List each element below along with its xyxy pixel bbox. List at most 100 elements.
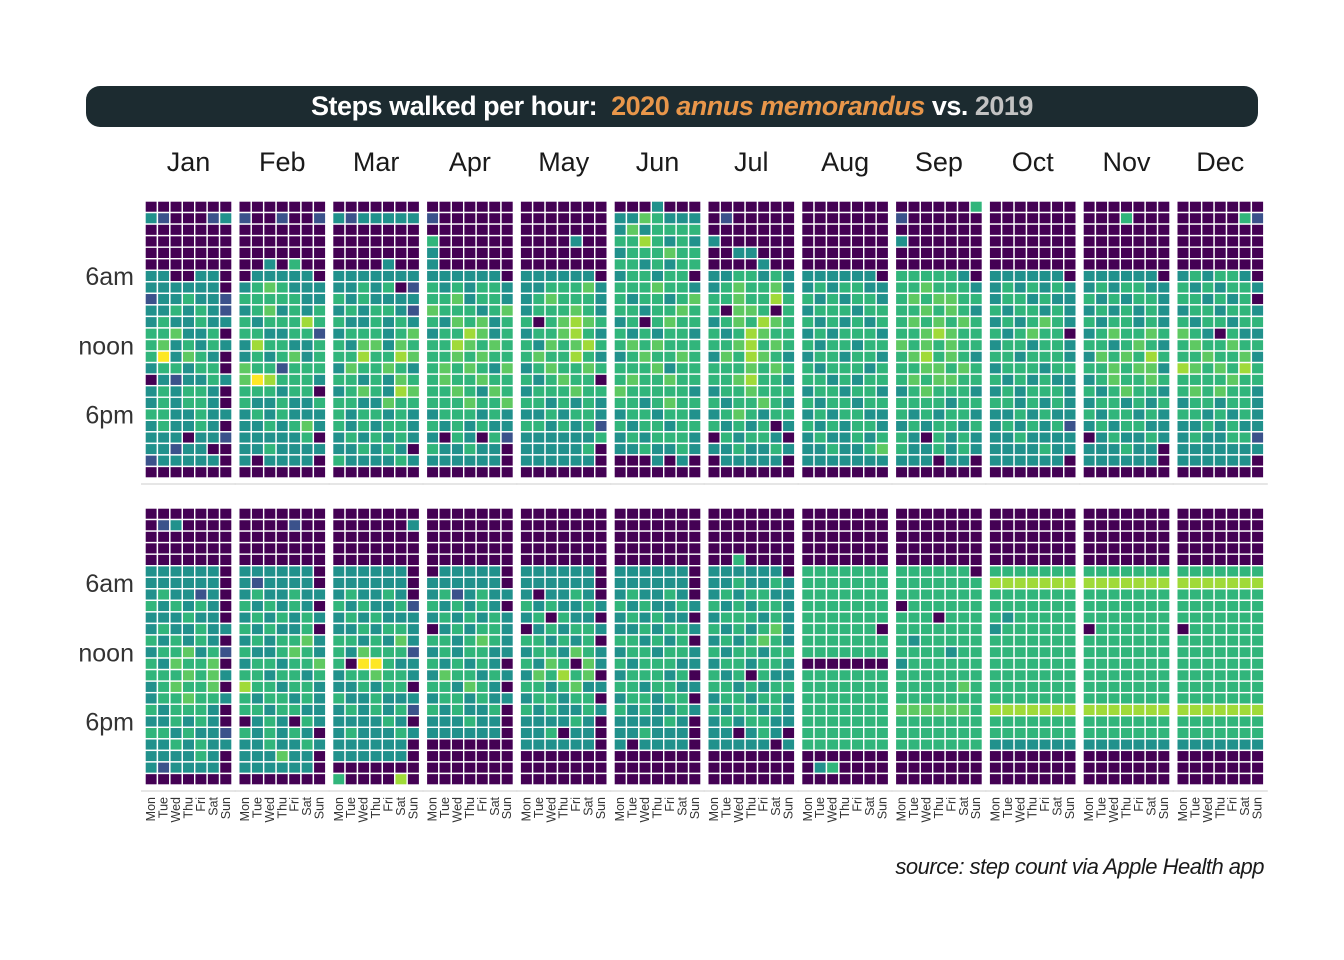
heat-cell [1025, 234, 1040, 248]
heat-cell [1107, 211, 1121, 225]
heat-cell [907, 200, 921, 214]
heat-cell [650, 361, 665, 375]
heat-cell [675, 518, 690, 532]
heat-cell [907, 518, 921, 532]
heat-cell [756, 576, 771, 590]
heat-cell [262, 772, 277, 786]
heat-cell [250, 668, 265, 682]
heat-cell [1000, 234, 1015, 248]
heat-cell [425, 668, 440, 682]
heat-cell [707, 588, 721, 602]
heat-cell [1188, 361, 1203, 375]
heat-cell [238, 246, 252, 260]
heat-cell [1094, 442, 1109, 456]
heat-cell [919, 715, 934, 728]
heat-cell [156, 599, 171, 613]
heat-cell [544, 507, 559, 521]
heat-cell [519, 338, 534, 352]
heat-cell [1213, 611, 1228, 625]
heat-cell [1038, 507, 1053, 521]
heat-cell [838, 761, 853, 775]
heat-cell [825, 454, 840, 468]
heat-cell [1025, 726, 1040, 740]
heat-cell [1225, 611, 1240, 625]
heat-cell [369, 634, 384, 648]
heat-cell [169, 442, 183, 456]
heat-cell [1082, 258, 1097, 271]
heat-cell [438, 442, 452, 456]
heat-cell [825, 361, 840, 375]
heat-cell [287, 738, 302, 752]
heat-cell [707, 454, 721, 468]
heat-cell [569, 373, 584, 387]
heat-cell [331, 507, 346, 521]
heat-cell [1038, 327, 1053, 341]
heat-cell [1094, 726, 1109, 740]
heat-cell [675, 553, 690, 567]
heat-cell [863, 761, 877, 775]
heat-cell [250, 553, 265, 567]
heat-cell [544, 442, 559, 456]
heat-cell [838, 350, 853, 364]
heat-cell [625, 761, 640, 775]
heat-cell [1188, 518, 1203, 532]
heat-cell [1000, 657, 1015, 671]
heat-cell [1119, 223, 1134, 237]
heat-cell [907, 350, 921, 364]
heat-cell [675, 373, 690, 387]
heat-cell [863, 246, 877, 260]
heat-cell [169, 304, 183, 318]
heat-cell [556, 507, 571, 521]
heat-cell [450, 442, 465, 456]
heat-cell [206, 599, 221, 613]
heat-cell [450, 269, 465, 283]
heat-cell [756, 396, 771, 410]
heat-cell [331, 246, 346, 260]
heat-cell [1156, 384, 1171, 398]
heat-cell [781, 691, 796, 705]
heat-cell [638, 269, 652, 283]
heat-cell [1250, 234, 1265, 248]
heat-cell [156, 645, 171, 659]
heat-cell [800, 281, 815, 295]
heat-cell [1144, 634, 1159, 648]
heat-cell [719, 234, 734, 248]
heat-cell [1238, 611, 1253, 625]
heat-cell [800, 292, 815, 306]
heat-cell [519, 611, 534, 625]
heat-cell [719, 281, 734, 295]
heat-cell [475, 749, 490, 763]
heat-cell [275, 507, 290, 521]
heat-cell [344, 588, 359, 602]
heat-cell [369, 576, 384, 590]
heat-cell [1107, 384, 1121, 398]
heat-cell [475, 691, 490, 705]
heat-cell [556, 772, 571, 786]
heat-cell [300, 361, 315, 375]
heat-cell [475, 234, 490, 248]
heat-cell [262, 553, 277, 567]
heat-cell [144, 657, 159, 671]
heat-cell [356, 611, 371, 625]
heat-cell [1225, 384, 1240, 398]
heat-cell [1213, 691, 1228, 705]
heat-cell [206, 454, 221, 468]
heat-cell [931, 384, 946, 398]
heat-cell [425, 772, 440, 786]
heat-cell [719, 269, 734, 283]
heat-cell [813, 657, 828, 671]
x-tick-label-fri: Fri [1226, 797, 1240, 812]
heat-cell [275, 680, 290, 694]
heat-cell [206, 518, 221, 532]
heat-cell [425, 518, 440, 532]
heat-cell [194, 211, 208, 225]
heat-cell [1050, 715, 1065, 728]
heat-cell [569, 680, 584, 694]
heat-cell [988, 223, 1003, 237]
heat-cell [1225, 553, 1240, 567]
heat-cell [331, 634, 346, 648]
heat-cell [450, 565, 465, 578]
heat-cell [663, 223, 677, 237]
heat-cell [312, 738, 327, 752]
heat-cell [462, 234, 477, 248]
